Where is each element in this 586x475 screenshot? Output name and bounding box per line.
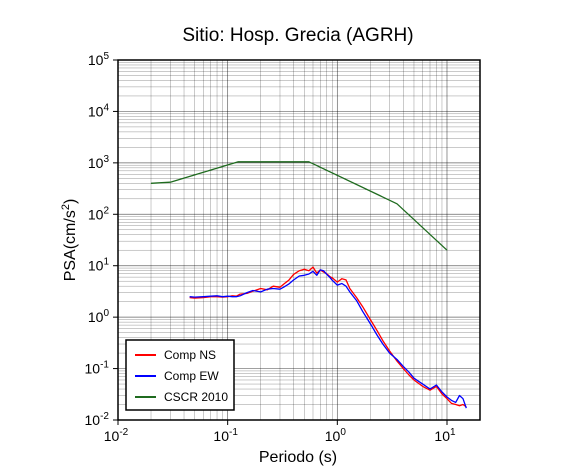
legend-label-comp-ns: Comp NS — [164, 348, 216, 362]
series-line-comp-ew — [189, 269, 467, 409]
y-tick-label: 101 — [88, 257, 110, 274]
y-tick-label-exponent: 3 — [103, 154, 109, 165]
y-tick-label-base: 10 — [88, 258, 104, 274]
y-tick-label-exponent: 2 — [103, 205, 109, 216]
y-axis-label-exponent: 2 — [60, 204, 72, 210]
y-tick-label: 104 — [88, 102, 110, 119]
y-tick-label-base: 10 — [88, 52, 104, 68]
x-tick-label-base: 10 — [213, 428, 229, 444]
y-tick-label-base: 10 — [88, 155, 104, 171]
y-tick-label-base: 10 — [88, 103, 104, 119]
y-tick-label-exponent: 5 — [103, 51, 109, 62]
y-tick-label-exponent: -2 — [100, 411, 109, 422]
x-tick-label-base: 10 — [104, 428, 120, 444]
y-tick-label-exponent: -1 — [100, 360, 109, 371]
x-tick-label-exponent: -1 — [229, 427, 238, 438]
y-tick-label-exponent: 4 — [103, 102, 109, 113]
x-tick-label: 100 — [325, 427, 347, 444]
x-tick-label-exponent: 0 — [340, 427, 346, 438]
x-tick-label-exponent: 1 — [450, 427, 456, 438]
y-tick-label: 100 — [88, 308, 110, 325]
y-tick-label-base: 10 — [88, 206, 104, 222]
plot-frame — [117, 59, 481, 421]
x-tick-label-base: 10 — [434, 428, 450, 444]
y-tick-label-exponent: 1 — [103, 257, 109, 268]
y-tick-label: 10-2 — [85, 411, 110, 428]
x-tick-label-exponent: -2 — [119, 427, 128, 438]
y-tick-label: 10-1 — [85, 360, 110, 377]
y-tick-label: 102 — [88, 205, 110, 222]
y-tick-label: 105 — [88, 51, 110, 68]
y-tick-label-base: 10 — [88, 309, 104, 325]
legend: Comp NS Comp EW CSCR 2010 — [125, 339, 235, 411]
x-tick-label-base: 10 — [325, 428, 341, 444]
y-axis-label: PSA(cm/s2) — [60, 199, 79, 282]
series-line-cscr-2010 — [150, 161, 448, 251]
chart-title: Sitio: Hosp. Grecia (AGRH) — [182, 25, 413, 46]
y-axis-label-tail: ) — [62, 199, 79, 204]
y-tick-label-base: 10 — [85, 412, 101, 428]
series-layer — [150, 161, 467, 409]
y-tick-label-exponent: 0 — [103, 308, 109, 319]
x-axis-label: Periodo (s) — [259, 449, 337, 466]
grid — [117, 59, 481, 421]
legend-label-cscr-2010: CSCR 2010 — [164, 390, 228, 404]
x-tick-label: 10-1 — [213, 427, 238, 444]
legend-label-comp-ew: Comp EW — [164, 369, 219, 383]
x-tick-label: 101 — [434, 427, 456, 444]
y-axis-label-main: PSA(cm/s — [62, 210, 79, 281]
y-tick-label: 103 — [88, 154, 110, 171]
x-tick-label: 10-2 — [104, 427, 129, 444]
y-tick-label-base: 10 — [85, 361, 101, 377]
